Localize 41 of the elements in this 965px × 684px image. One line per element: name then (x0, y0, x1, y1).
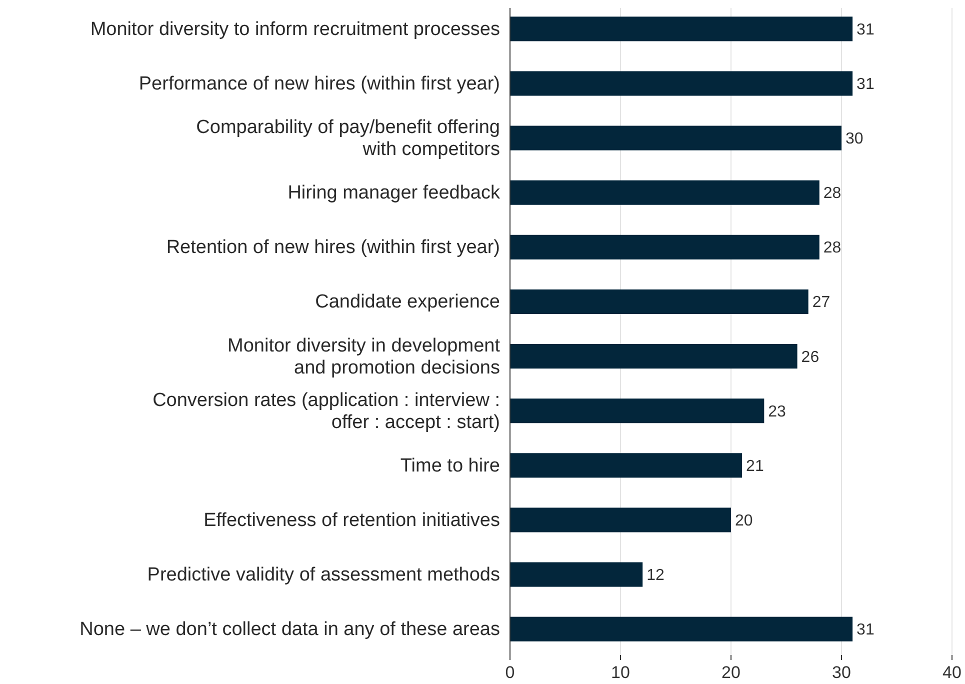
y-tick-label: Predictive validity of assessment methods (147, 564, 500, 586)
y-tick-label: Candidate experience (315, 291, 500, 312)
data-label: 31 (856, 76, 874, 93)
y-tick-label: Performance of new hires (within first year) (138, 72, 500, 94)
y-tick-label: Conversion rates (application : interview : offer : accept : start) (152, 389, 500, 432)
data-label: 12 (646, 567, 664, 584)
x-tick-label: 20 (722, 663, 740, 682)
bar (510, 398, 764, 424)
data-label: 30 (846, 130, 864, 148)
bar (510, 616, 853, 642)
bar (510, 234, 820, 260)
bar (510, 71, 853, 96)
x-tick-label: 30 (832, 663, 851, 682)
bar (510, 289, 808, 314)
data-label: 23 (768, 403, 786, 420)
bar (510, 344, 798, 369)
x-tick-label: 40 (942, 663, 962, 682)
y-tick-label: Effectiveness of retention initiatives (204, 509, 500, 530)
data-label: 28 (823, 240, 842, 257)
bar (510, 126, 842, 150)
data-label: 21 (746, 458, 764, 475)
y-tick-label: Monitor diversity to inform recruitment processes (90, 18, 500, 40)
data-label: 26 (801, 348, 820, 366)
y-tick-label: Retention of new hires (within first year) (166, 236, 500, 258)
bar (510, 508, 731, 532)
data-label: 31 (856, 622, 874, 639)
y-tick-label: Hiring manager feedback (288, 182, 500, 204)
data-label: 27 (812, 294, 830, 312)
y-tick-label: None – we don’t collect data in any of these areas (80, 618, 500, 640)
x-tick-label: 0 (505, 663, 515, 682)
data-label: 28 (823, 185, 842, 202)
y-tick-label: Comparability of pay/benefit offering with competitors (196, 116, 500, 160)
y-tick-label: Time to hire (400, 454, 500, 476)
bar (510, 180, 820, 205)
bar (510, 16, 853, 42)
y-tick-label: Monitor diversity in development and promotion decisions (228, 334, 501, 378)
bar (510, 453, 742, 478)
bar (510, 562, 643, 587)
x-tick-label: 10 (611, 663, 630, 682)
data-label: 31 (856, 21, 874, 38)
data-label: 20 (735, 512, 753, 530)
